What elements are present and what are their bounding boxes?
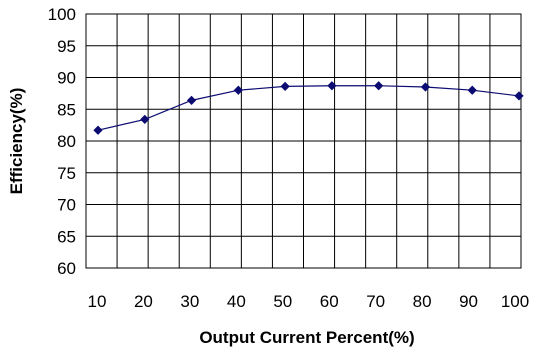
data-point-marker [186,95,197,105]
y-tick-label: 95 [57,37,76,56]
x-axis-ticks: 10 20 30 40 50 60 70 80 90 100 [88,292,530,311]
data-point-marker [233,85,243,95]
y-tick-label: 90 [57,69,76,88]
data-point-marker [327,81,337,91]
efficiency-series-markers [93,81,524,135]
y-tick-label: 80 [57,132,76,151]
data-point-marker [514,91,524,101]
x-tick-label: 60 [320,292,339,311]
y-tick-label: 60 [57,259,76,278]
x-axis-title: Output Current Percent(%) [199,328,414,347]
x-tick-label: 20 [134,292,153,311]
data-point-marker [374,81,384,91]
plot-grid [85,13,522,269]
y-tick-label: 70 [57,196,76,215]
x-tick-label: 80 [413,292,432,311]
y-tick-label: 100 [48,5,76,24]
y-axis-title: Efficiency(%) [7,88,26,195]
data-point-marker [467,85,477,95]
data-point-marker [93,125,103,135]
x-tick-label: 30 [180,292,199,311]
data-point-marker [140,114,150,125]
efficiency-series-line [97,85,520,131]
x-tick-label: 70 [366,292,385,311]
x-tick-label: 40 [227,292,246,311]
y-tick-label: 65 [57,227,76,246]
x-tick-label: 10 [88,292,107,311]
y-axis-ticks: 60 65 70 75 80 85 90 95 100 [48,5,76,278]
y-tick-label: 75 [57,164,76,183]
data-point-marker [420,82,431,92]
x-tick-label: 100 [501,292,529,311]
plot-area-frame [85,13,522,269]
y-tick-label: 85 [57,100,76,119]
data-point-marker [280,81,290,92]
x-tick-label: 50 [273,292,292,311]
x-tick-label: 90 [459,292,478,311]
